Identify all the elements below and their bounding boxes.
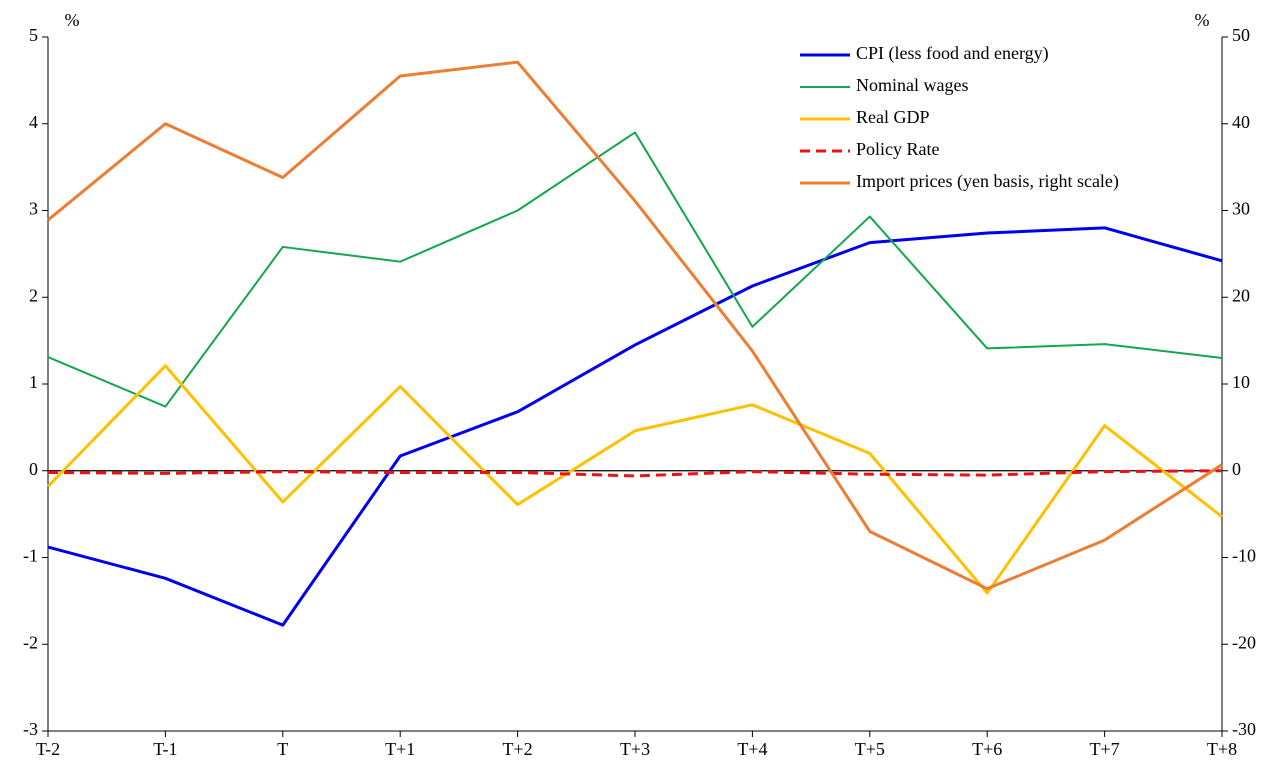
x-tick-label: T-1 bbox=[153, 739, 177, 759]
y-tick-label: -1 bbox=[23, 546, 38, 566]
legend-label: CPI (less food and energy) bbox=[856, 43, 1049, 64]
x-tick-label: T+8 bbox=[1207, 739, 1237, 759]
y-tick-label: -2 bbox=[23, 632, 38, 652]
y2-tick-label: 40 bbox=[1232, 112, 1250, 132]
y-tick-label: 4 bbox=[29, 112, 38, 132]
y2-tick-label: 20 bbox=[1232, 285, 1250, 305]
y2-axis-label: % bbox=[1195, 10, 1210, 30]
y2-tick-label: -20 bbox=[1232, 632, 1256, 652]
y2-tick-label: -30 bbox=[1232, 719, 1256, 739]
y2-tick-label: 50 bbox=[1232, 25, 1250, 45]
series-line bbox=[47, 131, 1223, 408]
x-tick-label: T+2 bbox=[503, 739, 533, 759]
x-tick-label: T+4 bbox=[737, 739, 767, 759]
x-tick-label: T+7 bbox=[1090, 739, 1120, 759]
y-axis-label: % bbox=[65, 10, 80, 30]
legend-label: Import prices (yen basis, right scale) bbox=[856, 171, 1119, 192]
x-tick-label: T+3 bbox=[620, 739, 650, 759]
legend-label: Nominal wages bbox=[856, 75, 968, 95]
x-tick-label: T+5 bbox=[855, 739, 885, 759]
y-tick-label: 0 bbox=[29, 459, 38, 479]
series-line bbox=[46, 364, 1223, 595]
legend-label: Real GDP bbox=[856, 107, 930, 127]
y-tick-label: 3 bbox=[29, 199, 38, 219]
y2-tick-label: 10 bbox=[1232, 372, 1250, 392]
x-tick-label: T-2 bbox=[36, 739, 60, 759]
y2-tick-label: 30 bbox=[1232, 199, 1250, 219]
y2-tick-label: 0 bbox=[1232, 459, 1241, 479]
series-line bbox=[47, 60, 1223, 591]
y2-tick-label: -10 bbox=[1232, 546, 1256, 566]
x-tick-label: T+1 bbox=[385, 739, 415, 759]
x-tick-label: T bbox=[277, 739, 288, 759]
series-line bbox=[47, 226, 1223, 627]
y-tick-label: 5 bbox=[29, 25, 38, 45]
y-tick-label: 2 bbox=[29, 285, 38, 305]
series-line bbox=[47, 469, 1223, 478]
y-tick-label: -3 bbox=[23, 719, 38, 739]
y-tick-label: 1 bbox=[29, 372, 38, 392]
legend-label: Policy Rate bbox=[856, 139, 940, 159]
x-tick-label: T+6 bbox=[972, 739, 1002, 759]
